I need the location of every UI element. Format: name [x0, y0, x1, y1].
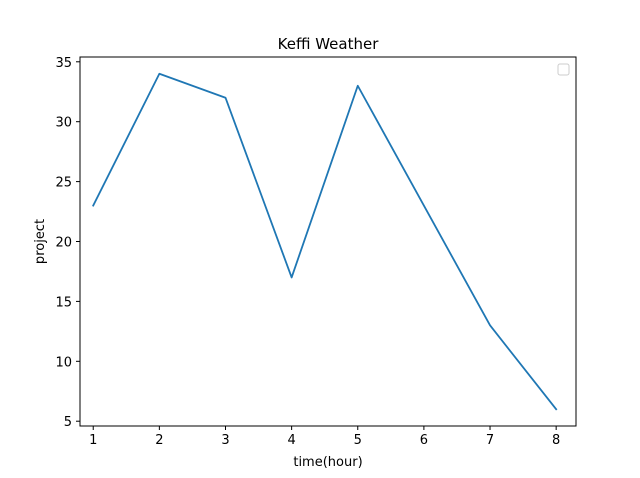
- y-tick-label: 5: [64, 415, 72, 430]
- x-tick-label: 7: [486, 433, 494, 448]
- y-tick-label: 25: [55, 176, 72, 191]
- x-tick-label: 5: [354, 433, 362, 448]
- x-axis-label: time(hour): [293, 455, 362, 470]
- y-tick-label: 20: [55, 236, 72, 251]
- x-tick-label: 6: [420, 433, 428, 448]
- x-tick-label: 4: [287, 433, 295, 448]
- y-tick-label: 10: [55, 355, 72, 370]
- x-tick-label: 8: [552, 433, 560, 448]
- chart-title: Keffi Weather: [278, 35, 380, 53]
- x-tick-label: 2: [155, 433, 163, 448]
- plot-frame: [79, 56, 577, 427]
- y-tick-label: 35: [55, 56, 72, 71]
- plot-layer: [92, 72, 558, 411]
- y-tick-label: 15: [55, 295, 72, 310]
- x-tick-label: 3: [221, 433, 229, 448]
- tick-layer: 1 2 3 4 5 6 7 8 5 10 15 20 25 30 35: [55, 56, 560, 448]
- y-tick-label: 30: [55, 116, 72, 131]
- legend-box[interactable]: [557, 63, 570, 76]
- y-axis-label: project: [33, 219, 48, 264]
- x-tick-label: 1: [89, 433, 97, 448]
- series-line: [92, 72, 558, 411]
